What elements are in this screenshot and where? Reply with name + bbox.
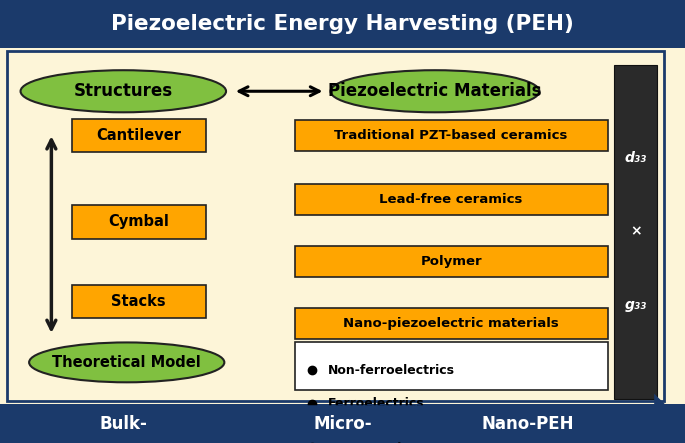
Text: Structures: Structures — [74, 82, 173, 100]
Text: Nano-piezoelectric materials: Nano-piezoelectric materials — [343, 317, 559, 330]
Text: Cantilever: Cantilever — [96, 128, 182, 143]
Text: Lead-free ceramics: Lead-free ceramics — [379, 193, 523, 206]
Text: g₃₃: g₃₃ — [625, 298, 647, 312]
Text: Traditional PZT-based ceramics: Traditional PZT-based ceramics — [334, 129, 568, 142]
Text: Piezoelectric Energy Harvesting (PEH): Piezoelectric Energy Harvesting (PEH) — [111, 14, 574, 34]
Bar — [295, 342, 608, 390]
Ellipse shape — [331, 70, 540, 113]
Text: Bulk-: Bulk- — [99, 415, 147, 433]
Ellipse shape — [21, 70, 226, 113]
Bar — [614, 65, 657, 399]
Text: Ferroelectrics: Ferroelectrics — [327, 397, 424, 410]
Text: Theoretical Model: Theoretical Model — [52, 355, 201, 370]
Text: Non-ferroelectrics: Non-ferroelectrics — [327, 364, 454, 377]
Bar — [295, 246, 608, 277]
Text: Cymbal: Cymbal — [108, 214, 169, 229]
Bar — [295, 308, 608, 339]
Text: d₃₃: d₃₃ — [625, 151, 647, 165]
Bar — [0, 0, 685, 48]
Bar — [7, 51, 664, 401]
Bar — [0, 404, 685, 443]
Bar — [72, 206, 206, 238]
Ellipse shape — [29, 342, 224, 382]
Text: Stacks: Stacks — [112, 294, 166, 309]
Bar — [72, 285, 206, 318]
Text: Polymer: Polymer — [421, 255, 482, 268]
Text: Nano-PEH: Nano-PEH — [481, 415, 574, 433]
Polygon shape — [0, 394, 685, 443]
Text: ×: × — [630, 225, 641, 239]
Text: Nano-composites: Nano-composites — [327, 430, 448, 443]
Text: Micro-: Micro- — [313, 415, 372, 433]
Bar — [295, 120, 608, 151]
Text: Piezoelectric Materials: Piezoelectric Materials — [328, 82, 542, 100]
Bar — [295, 184, 608, 215]
Bar — [72, 119, 206, 152]
